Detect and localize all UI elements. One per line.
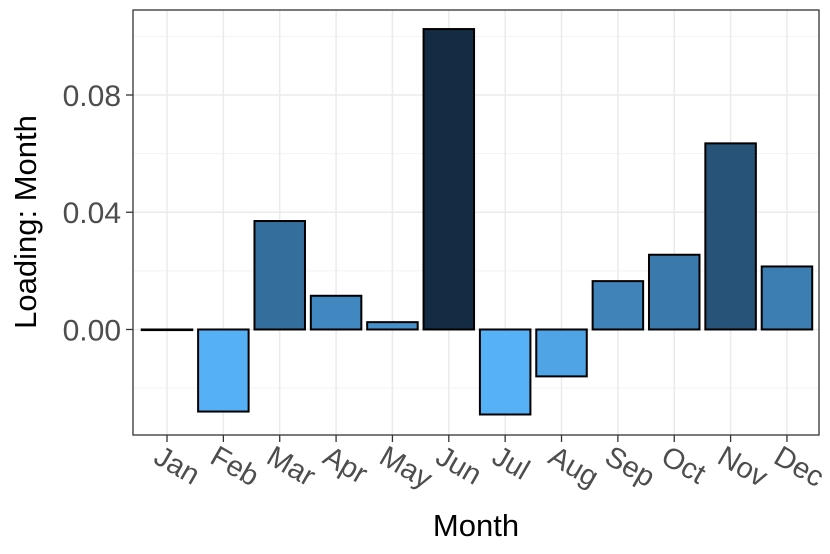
bar-apr xyxy=(309,294,363,331)
x-tick-label: Jan xyxy=(149,440,206,491)
x-tick-label: Feb xyxy=(205,440,264,493)
bar-nov xyxy=(704,142,757,331)
bar-mar xyxy=(253,220,306,331)
bars xyxy=(140,28,814,416)
bar-feb xyxy=(197,328,250,413)
bar-jan xyxy=(140,328,194,332)
y-tick-label: 0.00 xyxy=(63,314,121,347)
bar-dec xyxy=(760,265,814,331)
bar-aug xyxy=(535,328,588,378)
x-tick-label: Jun xyxy=(430,440,487,491)
y-tick-label: 0.04 xyxy=(63,197,121,230)
x-tick-label: Jul xyxy=(487,440,535,486)
x-tick-label: Mar xyxy=(261,440,321,493)
x-tick-label: Oct xyxy=(656,440,711,490)
x-axis-title: Month xyxy=(433,508,519,543)
x-tick-label: Sep xyxy=(599,440,660,494)
y-axis-title: Loading: Month xyxy=(8,115,43,329)
x-tick-label: Dec xyxy=(768,440,829,494)
x-tick-label: May xyxy=(374,440,438,495)
x-tick-label: Nov xyxy=(712,440,773,494)
y-tick-label: 0.08 xyxy=(63,80,121,113)
plot-panel-border xyxy=(132,9,820,436)
y-axis: 0.00 0.04 0.08 xyxy=(63,80,133,347)
x-tick-label: Apr xyxy=(318,440,373,490)
bar-may xyxy=(366,321,419,331)
bar-oct xyxy=(647,253,701,331)
x-tick-label: Aug xyxy=(543,440,604,494)
bar-jun xyxy=(422,28,476,331)
bar-sep xyxy=(591,280,645,331)
bar-jul xyxy=(478,328,532,416)
